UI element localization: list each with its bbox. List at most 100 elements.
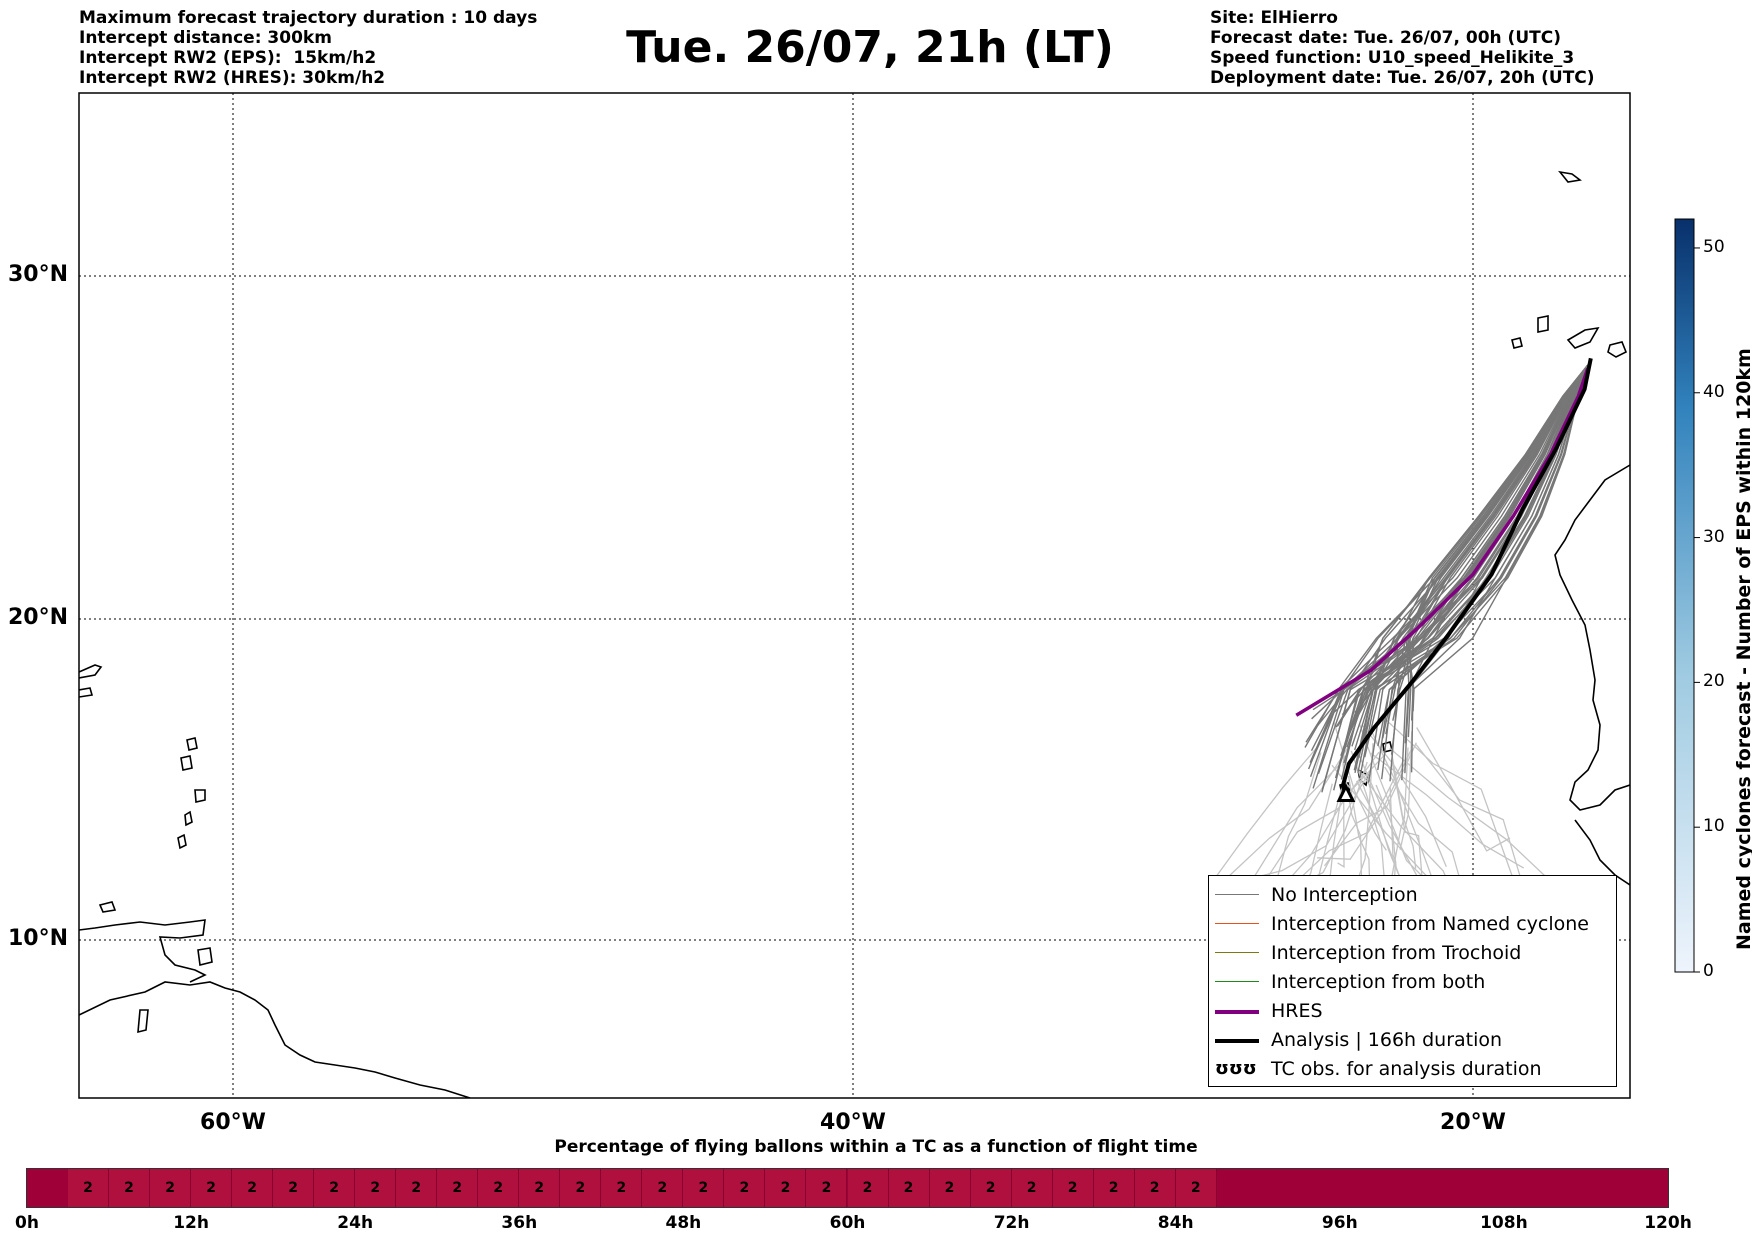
- lat-label: 10°N: [8, 926, 69, 951]
- time-bar-cell: 2: [109, 1169, 151, 1207]
- eps-trajectory-tail: [1209, 745, 1319, 886]
- header-info-right: Site: ElHierro Forecast date: Tue. 26/07,…: [1210, 8, 1595, 88]
- time-tick-label: 84h: [1157, 1213, 1194, 1233]
- eps-trajectory-tail: [1384, 717, 1517, 888]
- eps-trajectory-tail: [1255, 751, 1380, 896]
- legend-item: Interception from Named cyclone: [1209, 910, 1616, 939]
- eps-trajectory-tail: [1290, 759, 1405, 888]
- eps-trajectory-tail: [1390, 747, 1409, 882]
- time-bar-cell: 2: [806, 1169, 848, 1207]
- legend-item: ʊʊʊ TC obs. for analysis duration: [1209, 1055, 1616, 1084]
- time-tick-label: 0h: [15, 1213, 39, 1233]
- page-title: Tue. 26/07, 21h (LT): [626, 22, 1114, 73]
- colorbar-tick-label: 10: [1703, 816, 1725, 837]
- time-bar-cell: 2: [1093, 1169, 1135, 1207]
- time-bar-cell: 2: [314, 1169, 356, 1207]
- canary-fuerteventura: [1566, 326, 1600, 349]
- map-frame: [78, 92, 1631, 1099]
- time-bar-cell: 2: [724, 1169, 766, 1207]
- header-left-line-1: Intercept distance: 300km: [79, 28, 332, 48]
- legend-swatch: [1215, 952, 1259, 953]
- time-bar-cell: 2: [970, 1169, 1012, 1207]
- canary-lanzarote: [1607, 341, 1628, 358]
- eps-trajectory-tail: [1415, 744, 1535, 923]
- legend-label: HRES: [1271, 1000, 1323, 1022]
- legend-label: TC obs. for analysis duration: [1271, 1058, 1542, 1080]
- eps-trajectory-tail: [1416, 727, 1511, 852]
- caribbean-island-6: [98, 901, 117, 913]
- madeira: [1558, 170, 1582, 183]
- header-right-line-3: Deployment date: Tue. 26/07, 20h (UTC): [1210, 68, 1595, 88]
- time-tick-label: 72h: [993, 1213, 1030, 1233]
- eps-trajectory: [1305, 364, 1589, 743]
- header-right-line-0: Site: ElHierro: [1210, 8, 1338, 28]
- time-tick-label: 36h: [501, 1213, 538, 1233]
- time-bar-cell: 2: [1175, 1169, 1217, 1207]
- canary-gran-canaria: [1511, 337, 1523, 349]
- legend-swatch: [1215, 1039, 1259, 1043]
- legend-item: No Interception: [1209, 881, 1616, 910]
- trinidad: [197, 947, 213, 966]
- legend-swatch: [1215, 894, 1259, 895]
- time-bar-cell: 2: [847, 1169, 889, 1207]
- cuba-edge: [79, 664, 103, 679]
- time-tick-label: 48h: [665, 1213, 702, 1233]
- analysis-trajectory: [1340, 357, 1593, 797]
- time-bar-cell: 2: [1052, 1169, 1094, 1207]
- time-bar-cell: 2: [683, 1169, 725, 1207]
- legend-swatch: [1215, 981, 1259, 982]
- time-bar-cell: 2: [601, 1169, 643, 1207]
- colorbar-tick-label: 0: [1703, 961, 1714, 981]
- legend-label: Interception from Named cyclone: [1271, 913, 1589, 935]
- time-tick-label: 60h: [829, 1213, 866, 1233]
- legend-swatch: [1215, 1010, 1259, 1014]
- header-info-left: Maximum forecast trajectory duration : 1…: [79, 8, 537, 88]
- eps-trajectories-light: [1209, 717, 1550, 959]
- time-bar-cell: 2: [1134, 1169, 1176, 1207]
- eps-trajectory: [1346, 364, 1589, 748]
- analysis-end-marker: [1336, 783, 1356, 803]
- caribbean-island-2: [180, 755, 193, 771]
- time-bar-cell: 2: [560, 1169, 602, 1207]
- caribbean-island-4: [184, 810, 193, 827]
- map-gridlines: [79, 93, 1630, 1098]
- colorbar-tick-label: 40: [1703, 381, 1725, 402]
- legend-label: Interception from both: [1271, 971, 1486, 993]
- colorbar-ticks: [1694, 247, 1700, 973]
- legend-item: Interception from Trochoid: [1209, 939, 1616, 968]
- colorbar-tick-label: 30: [1703, 526, 1725, 547]
- time-bar-cell: 2: [273, 1169, 315, 1207]
- legend-label: No Interception: [1271, 884, 1418, 906]
- colorbar-title: Named cyclones forecast - Number of EPS …: [1733, 348, 1752, 950]
- time-bar-cell: 2: [232, 1169, 274, 1207]
- colorbar: [1674, 218, 1695, 973]
- time-bar-cell: 2: [150, 1169, 192, 1207]
- lat-label: 20°N: [8, 605, 69, 630]
- header-left-line-0: Maximum forecast trajectory duration : 1…: [79, 8, 538, 28]
- eps-trajectory-tail: [1389, 747, 1550, 881]
- legend-item: Interception from both: [1209, 968, 1616, 997]
- lat-label: 30°N: [8, 262, 69, 287]
- colorbar-tick-label: 50: [1703, 236, 1725, 257]
- tc-obs-symbol-icon: ʊʊʊ: [1215, 1058, 1257, 1079]
- header-left-line-2: Intercept RW2 (EPS): 15km/h2: [79, 48, 377, 68]
- canary-tenerife: [1537, 315, 1549, 333]
- caribbean-island-5: [177, 833, 187, 850]
- south-america-coast: [79, 981, 471, 1098]
- time-tick-label: 12h: [173, 1213, 209, 1233]
- time-bar-cell: 2: [68, 1169, 110, 1207]
- time-bar-cell: 2: [765, 1169, 807, 1207]
- eps-trajectory-tail: [1228, 745, 1350, 877]
- coastlines: [79, 170, 1630, 1098]
- eps-trajectory-tail: [1317, 747, 1413, 860]
- eps-trajectory: [1336, 364, 1589, 727]
- eps-trajectory-tail: [1391, 753, 1417, 869]
- lon-label: 40°W: [820, 1110, 886, 1135]
- lon-label: 20°W: [1440, 1110, 1506, 1135]
- time-bar-cell: 2: [929, 1169, 971, 1207]
- time-bar-cell: 2: [642, 1169, 684, 1207]
- legend-swatch: [1215, 923, 1259, 924]
- time-bar-cell: 2: [478, 1169, 520, 1207]
- header-right-line-1: Forecast date: Tue. 26/07, 00h (UTC): [1210, 28, 1561, 48]
- time-bar-title: Percentage of flying ballons within a TC…: [554, 1137, 1198, 1157]
